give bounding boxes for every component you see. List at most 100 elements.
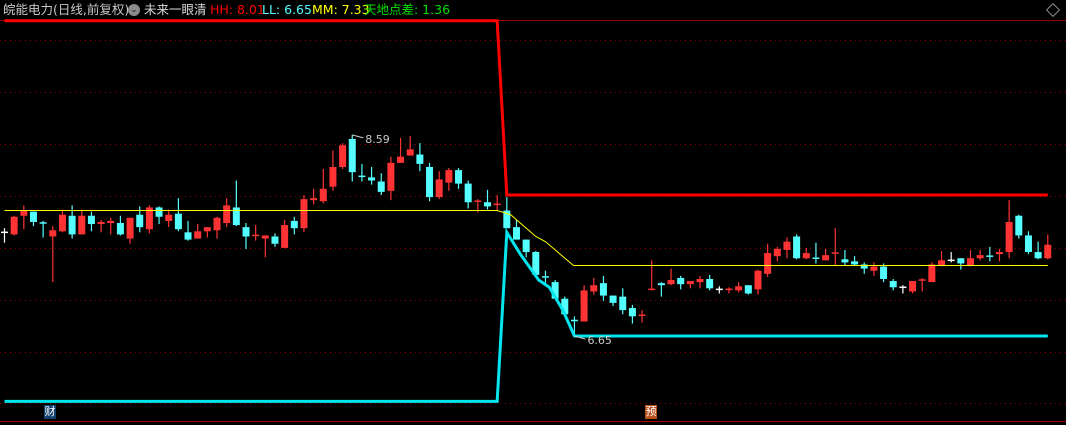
candle[interactable] (870, 262, 878, 276)
candle[interactable] (20, 205, 28, 230)
candle[interactable] (696, 275, 704, 289)
candle[interactable] (715, 286, 723, 294)
candle[interactable] (281, 219, 289, 248)
candle[interactable] (319, 169, 327, 204)
candle[interactable] (49, 226, 57, 283)
candle[interactable] (252, 225, 260, 241)
candle[interactable] (358, 163, 366, 182)
candle[interactable] (609, 295, 617, 306)
candle[interactable] (387, 156, 395, 201)
candle[interactable] (271, 233, 279, 247)
candle[interactable] (831, 228, 839, 266)
candle[interactable] (107, 217, 115, 235)
candle[interactable] (484, 189, 491, 210)
candle[interactable] (464, 180, 472, 209)
candle[interactable] (918, 277, 926, 292)
candle[interactable] (1034, 241, 1042, 260)
candle[interactable] (754, 269, 762, 295)
candle[interactable] (406, 135, 414, 156)
candle[interactable] (435, 171, 443, 200)
candle[interactable] (1005, 200, 1013, 259)
candle[interactable] (880, 263, 888, 283)
candle[interactable] (512, 219, 520, 240)
candle[interactable] (619, 288, 627, 315)
candle[interactable] (773, 246, 781, 262)
candle[interactable] (657, 282, 665, 297)
candle[interactable] (78, 209, 86, 235)
candle[interactable] (194, 224, 202, 239)
candle[interactable] (203, 227, 211, 238)
candle[interactable] (503, 197, 511, 229)
candle[interactable] (725, 287, 733, 294)
candle[interactable] (426, 162, 434, 202)
candle[interactable] (590, 277, 598, 295)
candle[interactable] (184, 220, 192, 241)
candle[interactable] (889, 278, 897, 291)
candle[interactable] (1024, 231, 1032, 255)
candle[interactable] (938, 250, 946, 267)
candle[interactable] (851, 256, 859, 266)
candle[interactable] (967, 249, 974, 267)
candle[interactable] (58, 209, 66, 233)
candle[interactable] (348, 134, 356, 182)
candle[interactable] (706, 274, 714, 291)
candle[interactable] (677, 275, 685, 290)
candle[interactable] (667, 268, 675, 286)
candle[interactable] (310, 188, 318, 205)
candle[interactable] (686, 281, 694, 289)
chevron-down-circle-icon[interactable]: ⌄ (128, 4, 140, 16)
candle[interactable] (822, 248, 830, 261)
candle[interactable] (493, 195, 501, 211)
candle[interactable] (735, 282, 743, 293)
candle[interactable] (793, 234, 801, 260)
candle[interactable] (39, 220, 47, 238)
candle[interactable] (116, 215, 124, 236)
candle[interactable] (1015, 214, 1023, 239)
candle[interactable] (261, 235, 269, 258)
candle[interactable] (532, 250, 540, 275)
candle[interactable] (764, 243, 772, 277)
candle[interactable] (812, 242, 820, 264)
candle[interactable] (368, 167, 376, 185)
candle[interactable] (10, 215, 18, 236)
candle[interactable] (377, 173, 385, 195)
candle[interactable] (416, 143, 424, 172)
candle[interactable] (580, 285, 588, 322)
candle[interactable] (947, 252, 955, 263)
candle[interactable] (223, 198, 231, 228)
candle[interactable] (455, 168, 463, 189)
finance-marker[interactable]: 财 (44, 405, 56, 419)
indicator-name[interactable]: 未来一眼清 (144, 2, 207, 17)
candle[interactable] (87, 211, 95, 232)
candle[interactable] (957, 258, 965, 270)
candle[interactable] (1044, 234, 1052, 260)
candle[interactable] (899, 285, 907, 294)
candle[interactable] (174, 198, 182, 232)
candle[interactable] (802, 247, 810, 260)
candle[interactable] (841, 249, 849, 266)
candle[interactable] (232, 180, 240, 227)
candle[interactable] (744, 285, 752, 295)
candle[interactable] (648, 260, 656, 291)
candle[interactable] (242, 222, 250, 249)
candle[interactable] (29, 211, 37, 227)
candle[interactable] (599, 275, 607, 301)
candle[interactable] (995, 248, 1003, 262)
candle[interactable] (155, 206, 163, 225)
candle[interactable] (445, 168, 453, 191)
candle[interactable] (213, 216, 221, 239)
candle[interactable] (339, 143, 347, 170)
candle[interactable] (628, 304, 636, 324)
candle[interactable] (97, 219, 105, 233)
candle[interactable] (165, 209, 173, 228)
candle[interactable] (522, 239, 530, 258)
candle[interactable] (397, 137, 405, 163)
candle[interactable] (860, 262, 868, 274)
candle[interactable] (638, 310, 646, 323)
candle[interactable] (986, 246, 994, 262)
candle[interactable] (145, 205, 153, 234)
candle[interactable] (126, 217, 134, 244)
candle[interactable] (909, 281, 917, 294)
candle[interactable] (1, 228, 8, 243)
